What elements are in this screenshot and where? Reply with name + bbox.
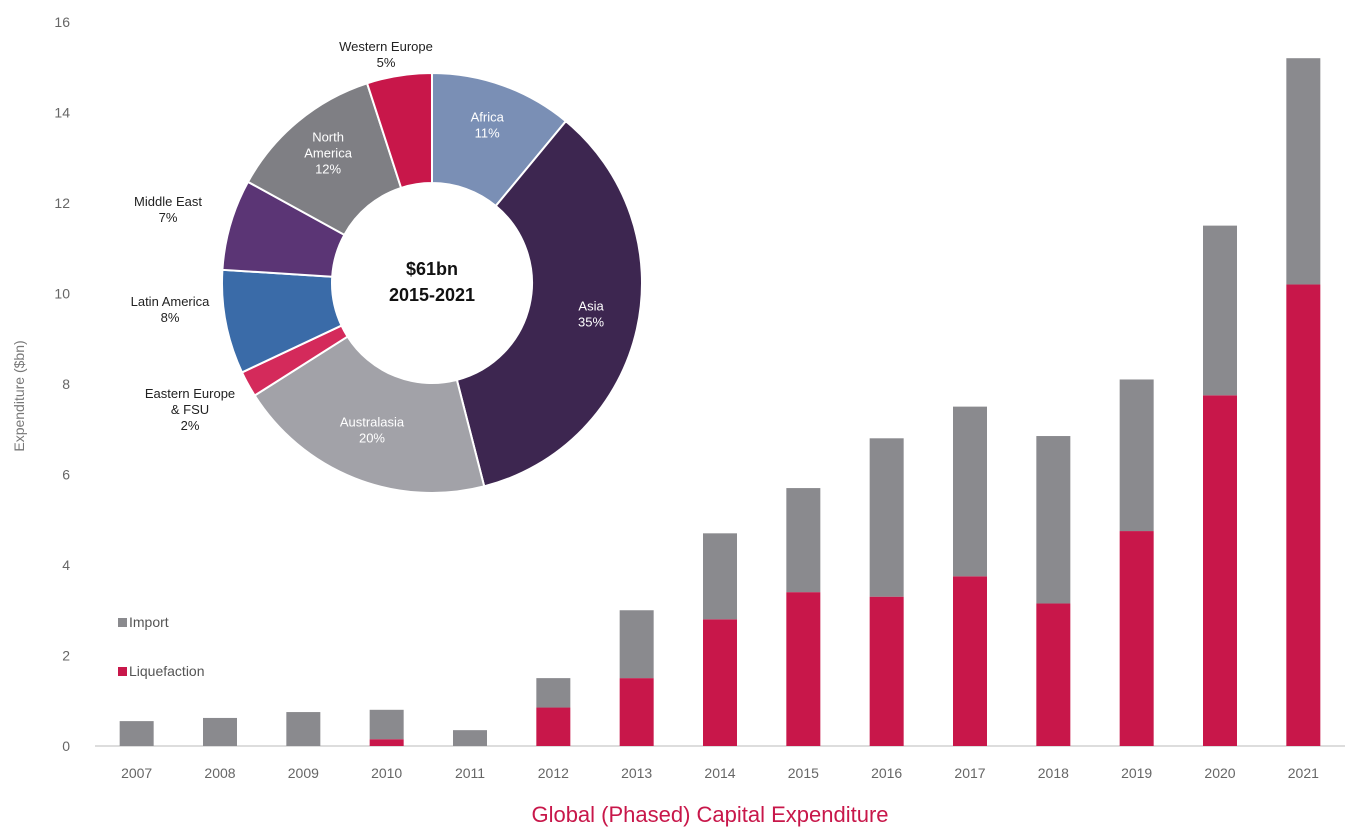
donut-slice-asia [455,119,643,488]
donut-label-asia: Asia [578,299,604,314]
donut-label-africa: Africa [471,110,505,125]
donut-label-eastern-europe: Eastern Europe [145,386,235,401]
x-tick-label: 2008 [204,765,235,781]
bar-liquefaction-2013 [619,678,654,746]
x-tick-label: 2012 [538,765,569,781]
y-tick-label: 14 [54,105,70,121]
legend-swatch-import [118,618,127,627]
legend-label: Liquefaction [129,663,205,679]
donut-label-australasia: Australasia [340,415,405,430]
x-tick-label: 2017 [954,765,985,781]
bar-import-2017 [953,406,987,577]
y-tick-label: 10 [54,286,70,302]
x-tick-label: 2007 [121,765,152,781]
x-tick-label: 2018 [1038,765,1069,781]
bar-import-2007 [119,721,154,746]
bar-import-2008 [203,717,237,746]
bar-liquefaction-2015 [786,592,821,746]
y-tick-label: 6 [62,467,70,483]
y-tick-label: 16 [54,14,70,30]
x-tick-label: 2020 [1204,765,1235,781]
donut-label-eastern-europe: & FSU [171,402,209,417]
donut-label-middle-east: Middle East [134,194,202,209]
bar-liquefaction-2012 [536,707,571,746]
donut-label-latin-america: 8% [161,310,180,325]
x-axis-title: Global (Phased) Capital Expenditure [531,802,888,827]
x-tick-label: 2015 [788,765,819,781]
bar-import-2016 [869,438,904,597]
bar-liquefaction-2018 [1036,603,1071,746]
bar-import-2018 [1036,436,1071,604]
y-tick-label: 8 [62,376,70,392]
x-tick-label: 2019 [1121,765,1152,781]
x-tick-label: 2009 [288,765,319,781]
bar-liquefaction-2010 [369,739,404,746]
donut-slice-western-europe [365,71,433,190]
donut-label-asia: 35% [578,315,604,330]
donut-label-australasia: 20% [359,431,385,446]
donut-label-eastern-europe: 2% [181,418,200,433]
bar-liquefaction-2021 [1286,284,1321,746]
bar-import-2009 [286,712,321,746]
x-tick-label: 2021 [1288,765,1319,781]
bar-liquefaction-2016 [869,596,904,746]
bar-liquefaction-2019 [1119,531,1154,746]
bar-import-2020 [1203,225,1237,396]
bar-liquefaction-2014 [703,619,737,746]
y-axis-title: Expenditure ($bn) [11,340,27,451]
y-tick-label: 0 [62,738,70,754]
donut-label-western-europe: 5% [377,55,396,70]
x-tick-label: 2011 [455,765,485,781]
bar-import-2010 [369,709,404,740]
bar-liquefaction-2017 [953,576,987,746]
donut-center-text: 2015-2021 [389,285,475,305]
x-tick-label: 2016 [871,765,902,781]
bar-import-2021 [1286,58,1321,285]
bar-import-2015 [786,488,821,593]
donut-label-western-europe: Western Europe [339,39,433,54]
x-tick-label: 2014 [704,765,735,781]
donut-slice-australasia [253,335,486,494]
donut-label-north: 12% [315,161,341,176]
y-tick-label: 12 [54,195,70,211]
bar-import-2013 [619,610,654,679]
donut-label-africa: 11% [475,126,500,141]
y-tick-label: 4 [62,557,70,573]
donut-label-north: North [312,129,344,144]
bar-import-2014 [703,533,737,620]
bar-import-2012 [536,678,571,708]
bar-liquefaction-2020 [1203,395,1237,746]
donut-label-latin-america: Latin America [131,294,211,309]
x-tick-label: 2010 [371,765,402,781]
donut-center-text: $61bn [406,259,458,279]
bar-import-2019 [1119,379,1154,532]
legend-swatch-liquefaction [118,667,127,676]
bar-import-2011 [453,730,487,746]
y-tick-label: 2 [62,648,70,664]
x-tick-label: 2013 [621,765,652,781]
donut-label-north: America [304,145,352,160]
legend-label: Import [129,614,169,630]
donut-label-middle-east: 7% [159,210,178,225]
